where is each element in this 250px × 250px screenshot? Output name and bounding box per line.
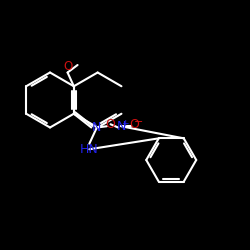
Text: N: N — [92, 121, 102, 134]
Text: +: + — [121, 118, 129, 128]
Text: −: − — [134, 117, 143, 127]
Text: HN: HN — [80, 143, 99, 156]
Text: O: O — [106, 118, 116, 131]
Text: N: N — [116, 120, 126, 133]
Text: O: O — [129, 118, 139, 131]
Text: O: O — [63, 60, 72, 74]
